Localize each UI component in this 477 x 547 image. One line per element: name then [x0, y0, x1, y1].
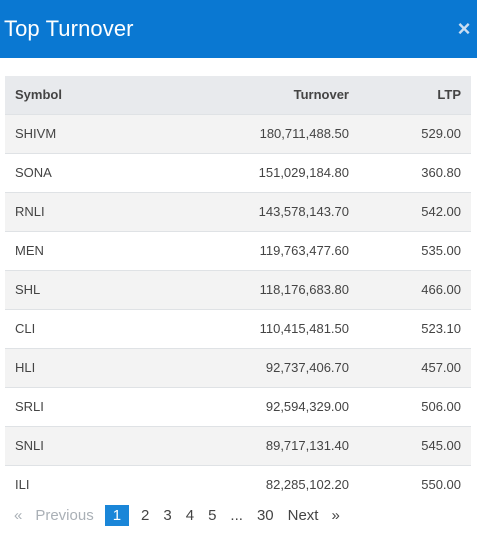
table-row: SHIVM 180,711,488.50 529.00	[5, 114, 471, 153]
modal-title: Top Turnover	[4, 16, 134, 41]
cell-turnover: 92,594,329.00	[265, 399, 349, 414]
table-row: ILI 82,285,102.20 550.00	[5, 465, 471, 504]
previous-page-button[interactable]: Previous	[35, 506, 94, 524]
page-button-5[interactable]: 5	[208, 506, 217, 524]
cell-ltp: 550.00	[421, 477, 461, 493]
next-page-button[interactable]: Next	[287, 506, 319, 524]
cell-turnover: 89,717,131.40	[265, 438, 349, 453]
close-icon[interactable]: ×	[457, 16, 471, 41]
cell-turnover: 119,763,477.60	[259, 243, 349, 258]
cell-ltp: 360.80	[421, 165, 461, 180]
first-page-icon[interactable]: «	[14, 506, 23, 524]
cell-turnover: 118,176,683.80	[259, 282, 349, 297]
page-button-4[interactable]: 4	[185, 506, 195, 524]
table-row: SRLI 92,594,329.00 506.00	[5, 387, 471, 426]
column-header-turnover[interactable]: Turnover	[293, 87, 349, 103]
page-button-3[interactable]: 3	[163, 506, 172, 524]
cell-ltp: 535.00	[421, 243, 461, 258]
cell-symbol: SRLI	[15, 399, 44, 414]
table-row: SONA 151,029,184.80 360.80	[5, 153, 471, 192]
page-button-2[interactable]: 2	[141, 506, 150, 524]
cell-turnover: 180,711,488.50	[259, 126, 349, 141]
table-row: SHL 118,176,683.80 466.00	[5, 270, 471, 309]
cell-ltp: 457.00	[421, 360, 461, 375]
cell-turnover: 110,415,481.50	[259, 321, 349, 336]
modal-header: Top Turnover ×	[0, 0, 477, 58]
cell-turnover: 92,737,406.70	[265, 360, 349, 375]
table-row: SNLI 89,717,131.40 545.00	[5, 426, 471, 465]
cell-ltp: 529.00	[421, 126, 461, 141]
cell-symbol: SHIVM	[15, 126, 57, 141]
table-row: HLI 92,737,406.70 457.00	[5, 348, 471, 387]
column-header-symbol[interactable]: Symbol	[15, 87, 62, 103]
table-header-row: Symbol Turnover LTP	[5, 76, 471, 114]
table-row: CLI 110,415,481.50 523.10	[5, 309, 471, 348]
cell-symbol: MEN	[15, 243, 44, 258]
column-header-ltp[interactable]: LTP	[437, 87, 461, 103]
cell-turnover: 82,285,102.20	[265, 477, 349, 493]
cell-symbol: CLI	[15, 321, 36, 336]
turnover-table-container: Symbol Turnover LTP SHIVM 180,711,488.50…	[5, 76, 471, 504]
table-row: MEN 119,763,477.60 535.00	[5, 231, 471, 270]
cell-symbol: HLI	[15, 360, 36, 375]
cell-turnover: 151,029,184.80	[258, 165, 349, 180]
cell-symbol: SHL	[15, 282, 41, 297]
last-page-icon[interactable]: »	[331, 506, 340, 524]
cell-symbol: ILI	[15, 477, 30, 493]
cell-ltp: 545.00	[421, 438, 461, 453]
cell-ltp: 506.00	[421, 399, 461, 414]
page-button-30[interactable]: 30	[256, 506, 274, 524]
pagination: « Previous 1 2 3 4 5 ... 30 Next »	[8, 504, 346, 526]
page-ellipsis: ...	[230, 506, 243, 524]
cell-symbol: RNLI	[15, 204, 45, 219]
turnover-table: Symbol Turnover LTP SHIVM 180,711,488.50…	[5, 76, 471, 504]
cell-symbol: SONA	[15, 165, 52, 180]
cell-symbol: SNLI	[15, 438, 44, 453]
cell-ltp: 466.00	[421, 282, 461, 297]
cell-ltp: 523.10	[421, 321, 461, 336]
cell-turnover: 143,578,143.70	[258, 204, 349, 219]
page-button-1[interactable]: 1	[104, 504, 130, 526]
table-row: RNLI 143,578,143.70 542.00	[5, 192, 471, 231]
cell-ltp: 542.00	[421, 204, 461, 219]
